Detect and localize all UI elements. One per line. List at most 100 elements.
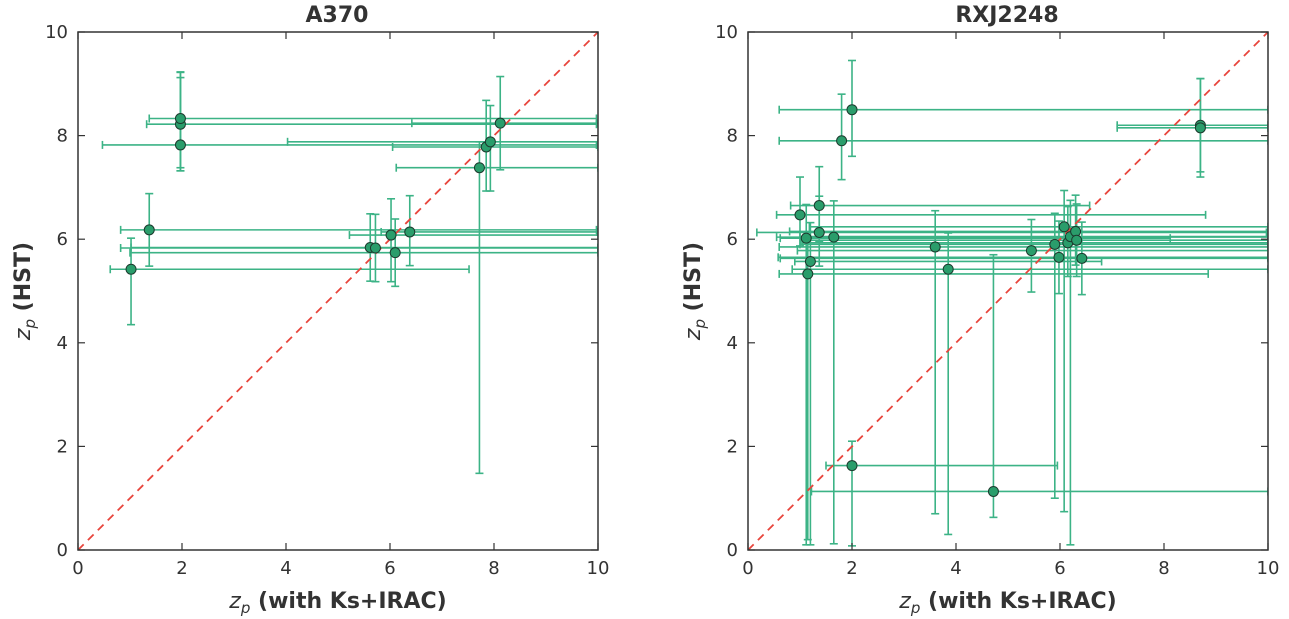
reference-line [748,32,1268,550]
y-tick-label: 2 [57,436,68,457]
data-point [846,460,858,472]
x-tick-label: 4 [280,558,291,579]
data-point [800,232,812,244]
x-tick-label: 0 [742,558,753,579]
x-tick-label: 6 [1054,558,1065,579]
error-bar [395,141,598,475]
x-axis-symbol: z [228,589,241,614]
y-tick-label: 8 [727,126,738,147]
x-tick-label: 2 [176,558,187,579]
data-point [143,224,155,236]
y-tick-label: 4 [727,333,738,354]
error-bar [779,221,1268,296]
data-point [987,485,999,497]
data-point [484,136,496,148]
x-axis-subscript: p [240,599,251,617]
data-point [1076,252,1088,264]
error-bar [286,104,598,192]
x-axis-label: zp (with Ks+IRAC) [898,589,1116,617]
x-axis-text: (with Ks+IRAC) [920,589,1116,614]
data-point [1025,245,1037,257]
error-bar [145,71,598,172]
y-tick-label: 0 [57,540,68,561]
data-point [385,229,397,241]
data-point [794,209,806,221]
data-point [836,135,848,147]
y-tick-label: 4 [57,333,68,354]
error-bar [119,192,598,267]
plot-inner [78,32,598,550]
x-axis-text: (with Ks+IRAC) [250,589,446,614]
chart-title: RXJ2248 [955,3,1058,28]
data-point [174,113,186,125]
error-bar [791,232,1268,536]
data-point [1071,234,1083,246]
error-bar [801,205,1268,278]
x-tick-label: 10 [1257,558,1280,579]
error-bar [789,165,1091,243]
data-point [125,263,137,275]
error-bar [825,440,1059,547]
data-point [1053,251,1065,263]
y-axis-label: zp (HST) [11,242,39,341]
x-tick-label: 8 [1158,558,1169,579]
y-tick-label: 0 [727,540,738,561]
y-axis-label: zp (HST) [681,242,709,341]
y-axis-symbol: z [681,328,706,341]
x-tick-label: 4 [950,558,961,579]
y-axis-subscript: p [691,319,709,330]
data-point [174,139,186,151]
y-tick-label: 6 [727,229,738,250]
x-tick-label: 10 [587,558,610,579]
data-point [804,255,816,267]
data-point [846,104,858,116]
error-bar [775,200,1268,545]
data-point [494,117,506,129]
y-axis-symbol: z [11,328,36,341]
data-point [369,242,381,254]
x-tick-label: 6 [384,558,395,579]
error-bar [779,203,1172,546]
y-tick-label: 10 [45,22,68,43]
plot-inner [748,32,1268,550]
data-point [1058,221,1070,233]
y-tick-label: 2 [727,436,738,457]
y-tick-label: 10 [715,22,738,43]
error-bar [109,237,470,326]
y-axis-text: (HST) [11,242,36,319]
data-point [1194,122,1206,134]
data-point [1049,238,1061,250]
x-axis-subscript: p [910,599,921,617]
x-tick-label: 0 [72,558,83,579]
y-axis-subscript: p [21,319,39,330]
error-bar [119,213,598,283]
data-point [929,241,941,253]
error-bar [148,71,598,169]
error-bar [799,212,1268,500]
error-bar [775,176,1207,247]
data-point [813,226,825,238]
x-axis-symbol: z [898,589,911,614]
error-bar [810,253,1268,519]
y-tick-label: 8 [57,126,68,147]
x-tick-label: 2 [846,558,857,579]
data-point [802,268,814,280]
data-point [942,263,954,275]
data-point [404,226,416,238]
x-tick-label: 8 [488,558,499,579]
data-point [389,247,401,259]
plot-frame [747,31,1269,551]
data-point [828,231,840,243]
error-bar [778,209,1268,515]
chart-title: A370 [306,3,369,28]
y-tick-label: 6 [57,229,68,250]
reference-line [78,32,598,550]
y-axis-text: (HST) [681,242,706,319]
x-axis-label: zp (with Ks+IRAC) [228,589,446,617]
data-point [473,162,485,174]
